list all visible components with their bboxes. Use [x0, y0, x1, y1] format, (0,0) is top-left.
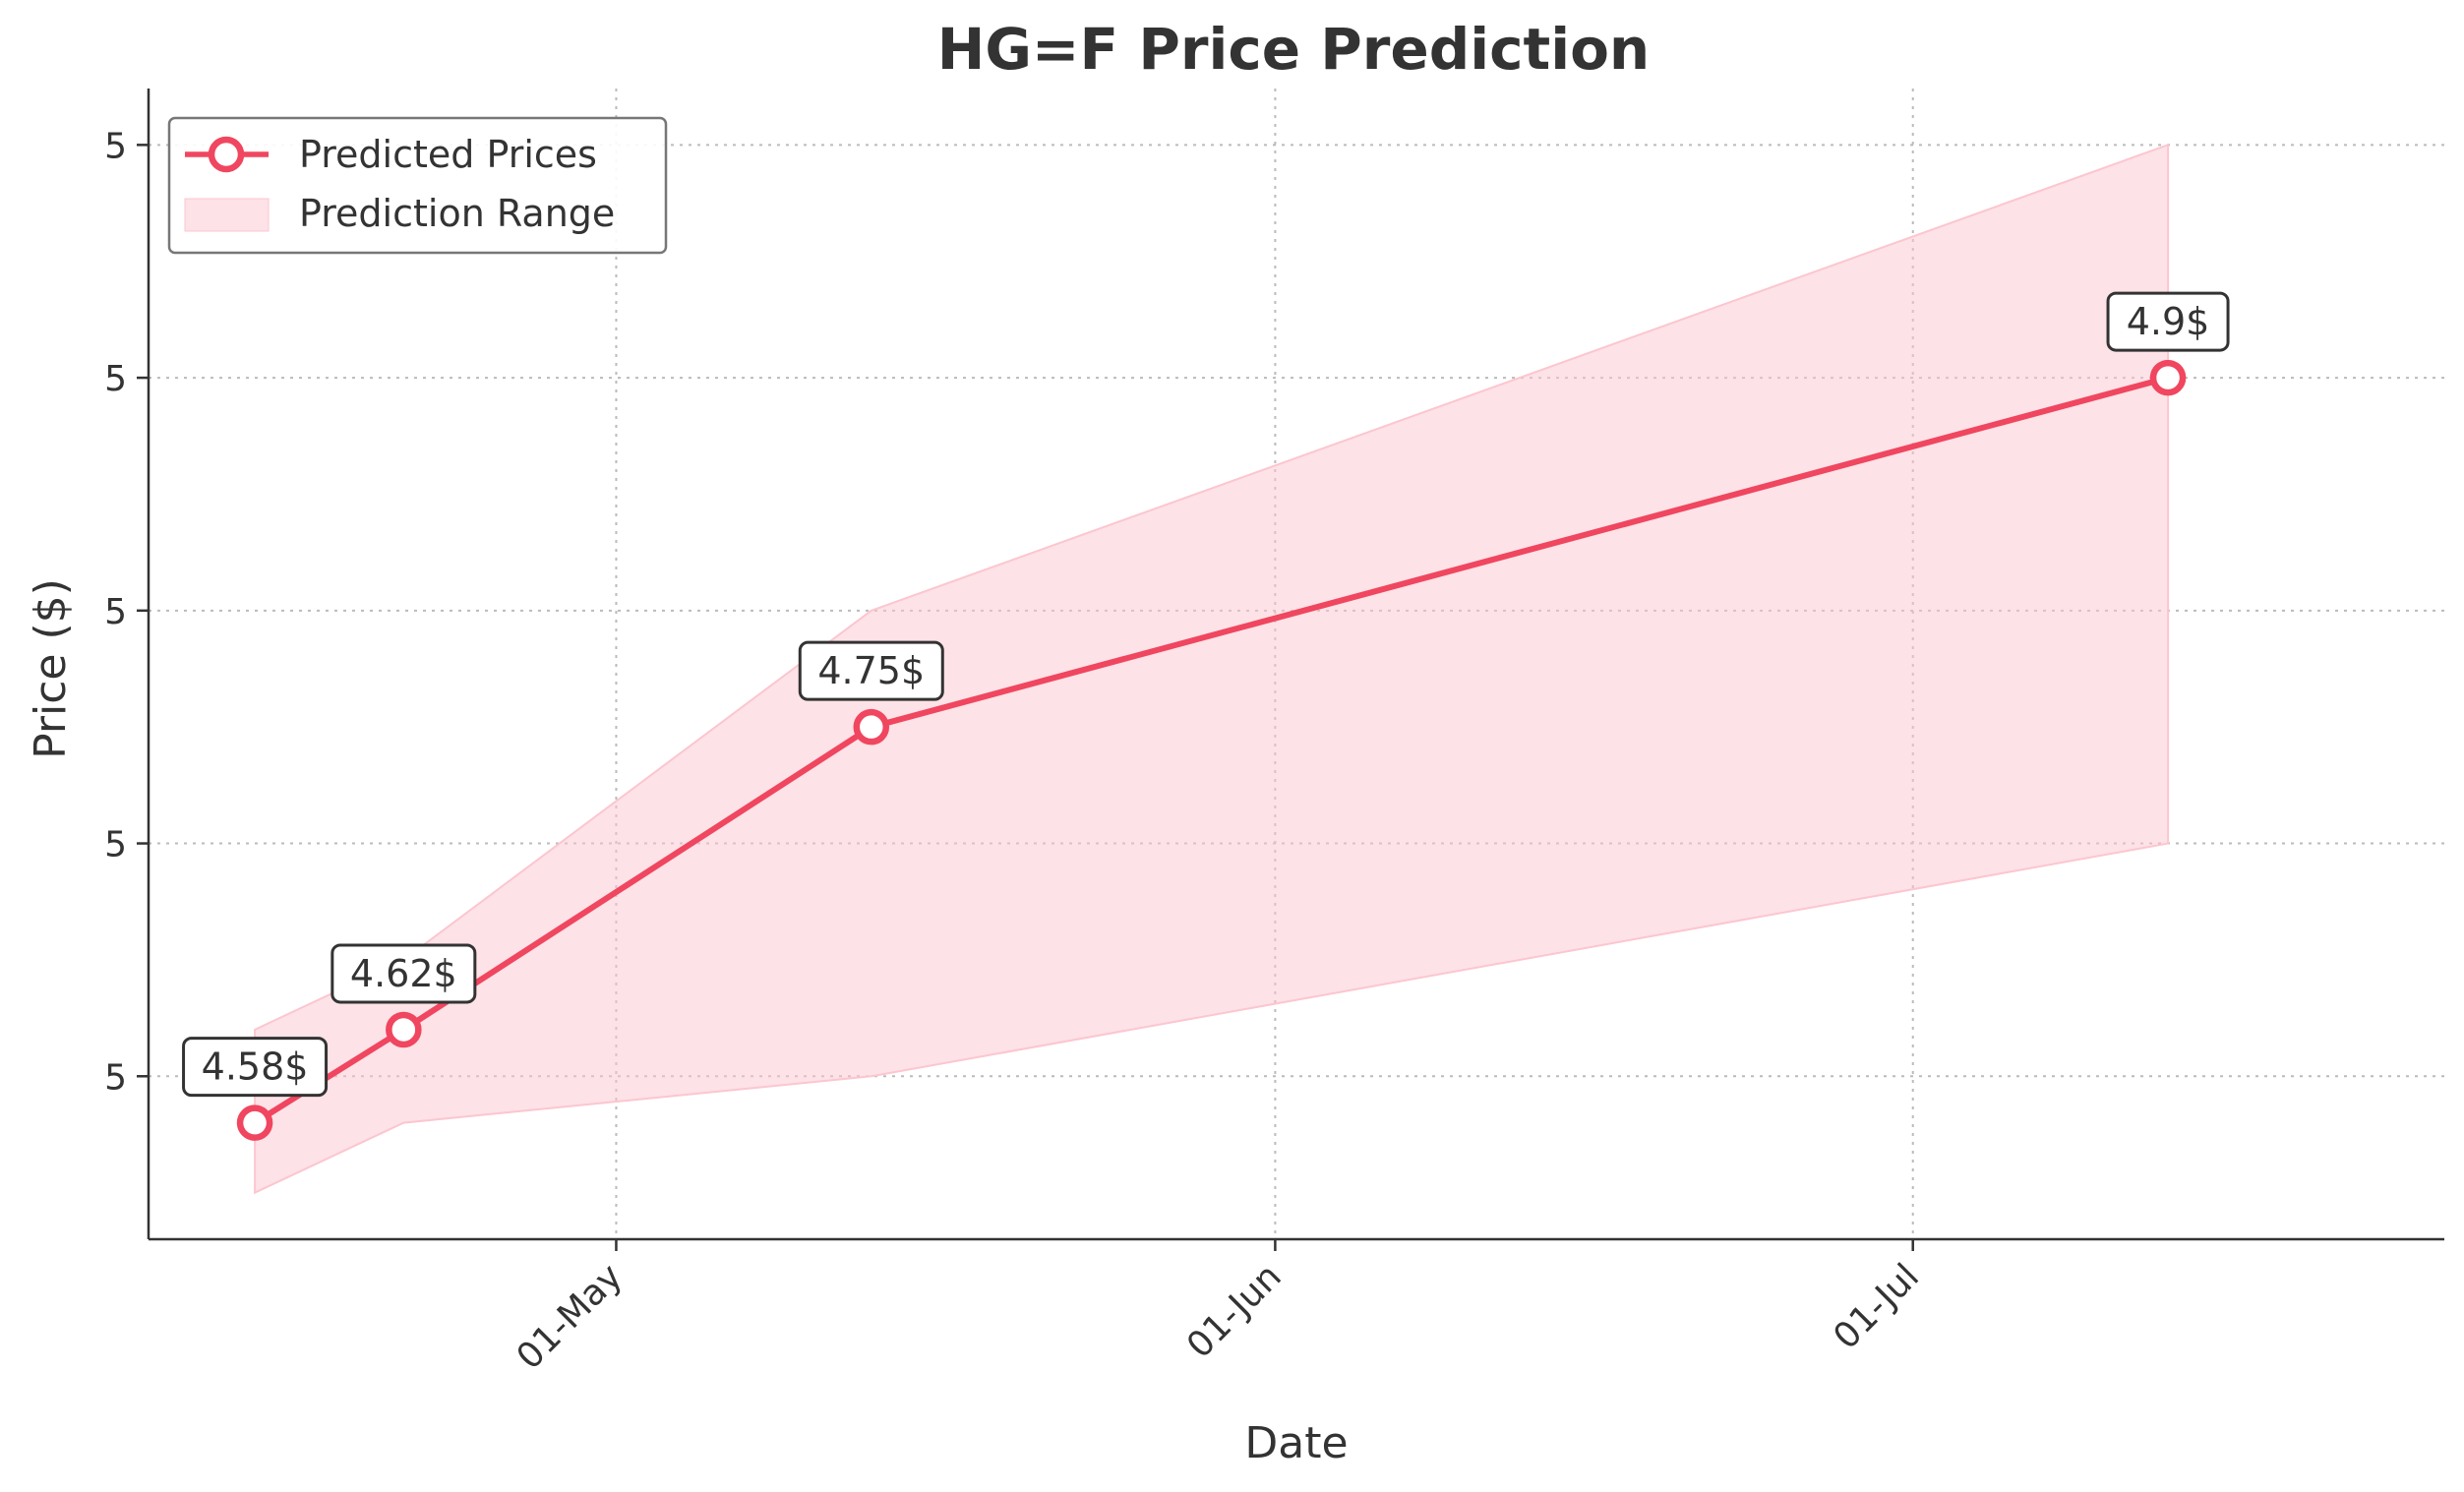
data-label-box	[2106, 291, 2230, 352]
prediction-range-area	[254, 143, 2170, 1195]
y-axis-label: Price ($)	[26, 578, 76, 759]
legend-label-range: Prediction Range	[299, 192, 615, 235]
legend-box	[167, 116, 668, 255]
legend: Predicted Prices Prediction Range	[167, 116, 668, 255]
y-tick-label: 5	[104, 592, 127, 632]
data-label-text: 4.58$	[202, 1045, 309, 1089]
y-tick-label: 5	[104, 359, 127, 399]
data-point	[853, 708, 890, 746]
legend-marker-swatch	[208, 136, 245, 173]
data-point	[386, 1011, 422, 1048]
data-label-group: 4.58$ 4.62$ 4.75$ 4.9$	[182, 291, 2230, 1098]
data-label-text: 4.75$	[817, 649, 925, 692]
y-tick-label: 5	[104, 126, 127, 166]
data-label-box	[331, 943, 477, 1004]
data-label: 4.9$	[2106, 291, 2230, 352]
predicted-prices-line	[253, 375, 2169, 1126]
data-point	[2149, 359, 2187, 396]
data-label-text: 4.62$	[350, 952, 457, 995]
data-label: 4.62$	[331, 943, 477, 1004]
data-point	[236, 1104, 273, 1141]
data-label-box	[798, 640, 944, 701]
data-label: 4.75$	[798, 640, 944, 701]
chart-title: HG=F Price Prediction	[937, 16, 1650, 83]
legend-label-predicted: Predicted Prices	[299, 133, 597, 176]
data-label: 4.58$	[182, 1037, 329, 1098]
y-tick-label: 5	[104, 825, 127, 865]
predicted-prices-points	[236, 359, 2187, 1141]
y-ticks: 5 5 5 5 5	[104, 126, 149, 1098]
data-label-text: 4.9$	[2127, 300, 2210, 343]
y-tick-label: 5	[104, 1057, 127, 1098]
data-label-box	[182, 1037, 329, 1098]
legend-range-swatch	[184, 198, 270, 232]
x-axis-label: Date	[1244, 1418, 1348, 1468]
axes	[147, 89, 2444, 1241]
